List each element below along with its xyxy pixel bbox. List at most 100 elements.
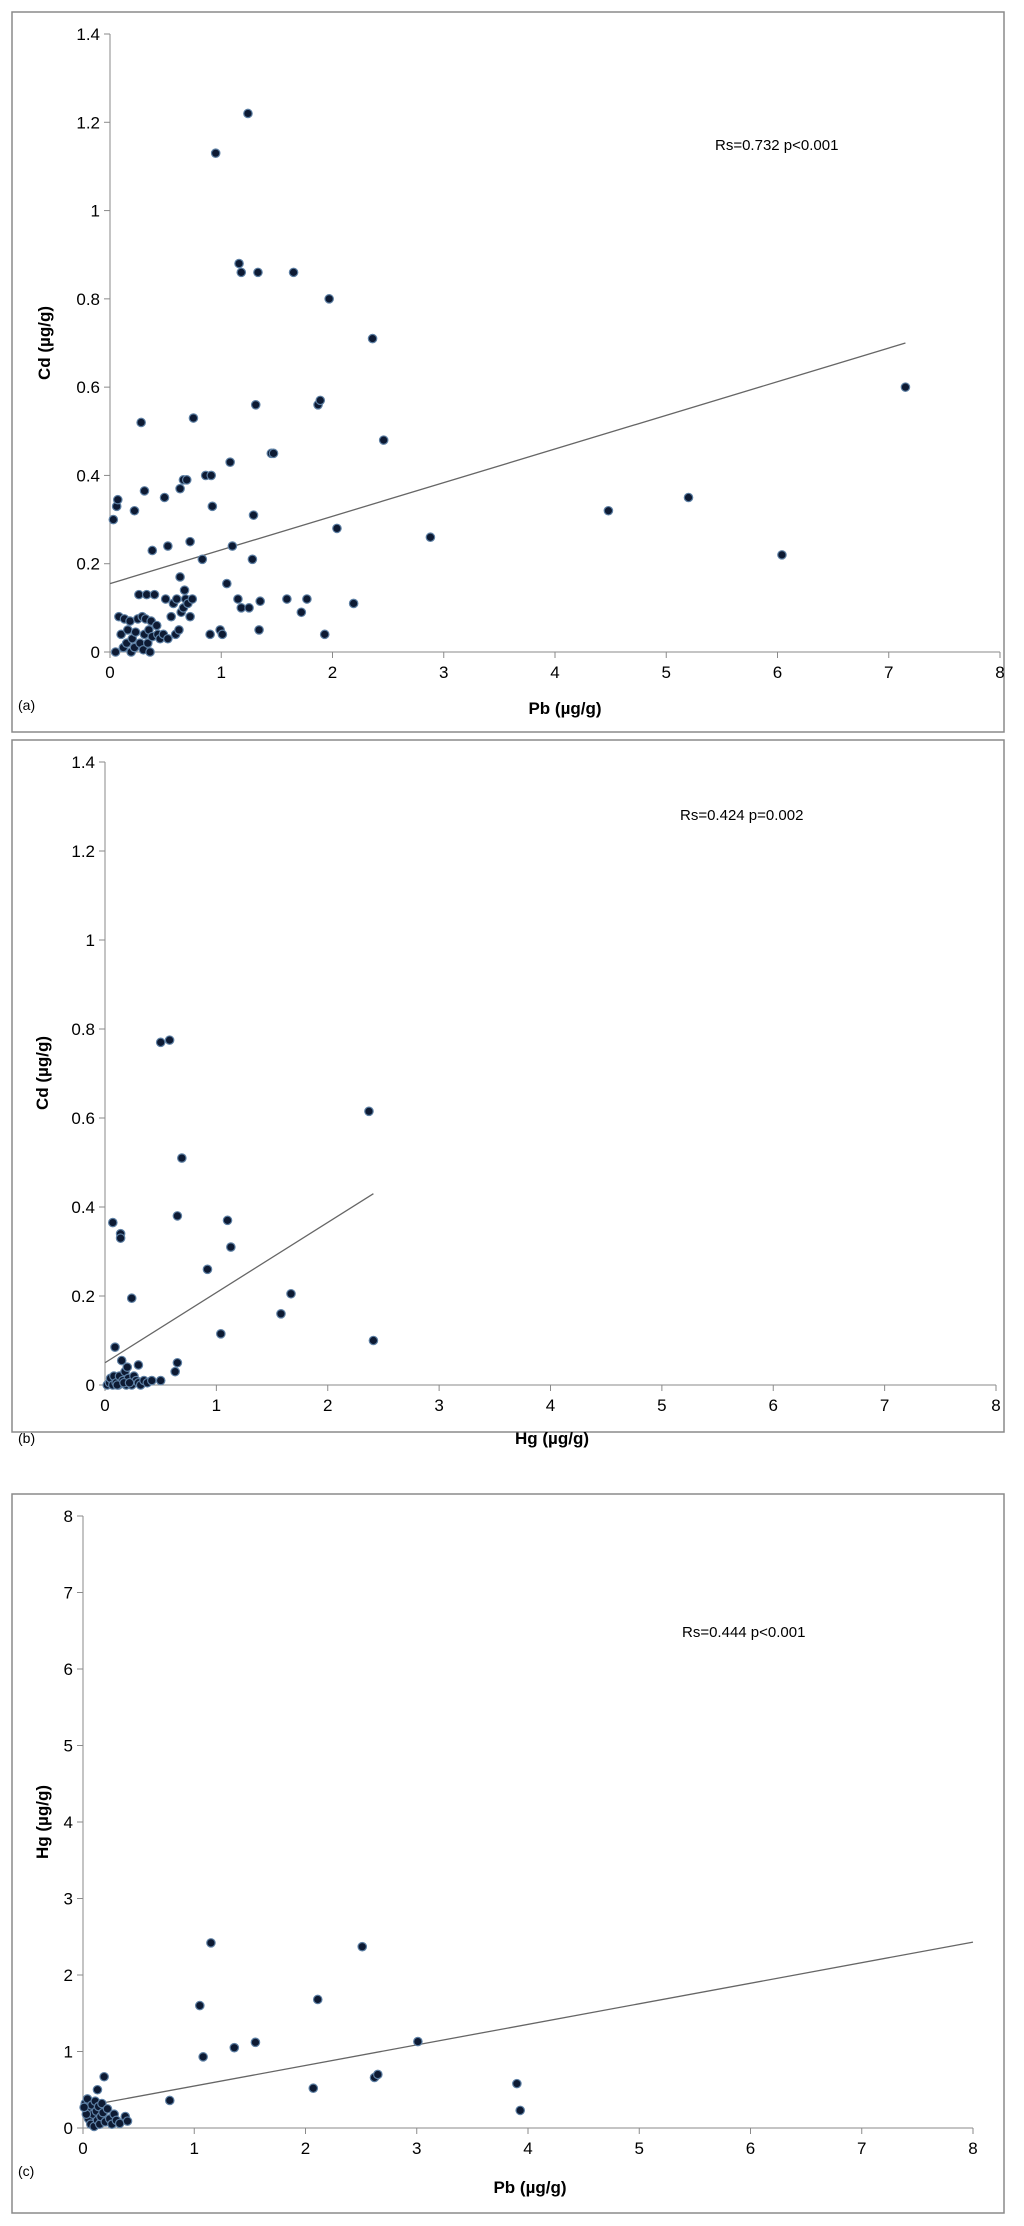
- data-point: [286, 1288, 296, 1299]
- data-point: [175, 483, 185, 494]
- data-point: [368, 1335, 379, 1346]
- x-axis-label: Hg (µg/g): [515, 1429, 589, 1448]
- y-tick-label: 6: [64, 1660, 73, 1679]
- y-tick-label: 0: [91, 643, 100, 662]
- data-point: [236, 603, 247, 613]
- data-point: [296, 607, 307, 618]
- y-tick-label: 1: [91, 202, 100, 221]
- data-point: [116, 1355, 127, 1366]
- panel-tag: (a): [18, 697, 35, 713]
- data-point: [187, 594, 198, 604]
- x-tick-label: 5: [657, 1396, 666, 1415]
- x-tick-label: 2: [328, 663, 337, 682]
- y-tick-label: 1.4: [71, 753, 95, 772]
- data-point: [166, 611, 176, 622]
- x-tick-label: 6: [746, 2139, 755, 2158]
- y-tick-label: 0: [64, 2119, 73, 2138]
- y-tick-label: 2: [64, 1966, 73, 1985]
- data-point: [139, 486, 150, 496]
- y-axis-label: Cd (µg/g): [35, 306, 54, 380]
- data-point: [185, 536, 195, 547]
- data-point: [233, 594, 243, 604]
- data-point: [236, 267, 247, 278]
- data-point: [146, 1375, 157, 1386]
- data-point: [202, 1264, 213, 1275]
- x-tick-label: 5: [662, 663, 671, 682]
- data-point: [136, 417, 146, 428]
- x-tick-label: 0: [78, 2139, 87, 2158]
- correlation-annotation: Rs=0.444 p<0.001: [682, 1624, 805, 1641]
- data-point: [302, 594, 312, 604]
- data-point: [324, 294, 334, 304]
- x-tick-label: 0: [105, 663, 114, 682]
- y-tick-label: 0: [86, 1376, 95, 1395]
- panel-border: [11, 11, 1005, 733]
- data-point: [155, 1037, 166, 1048]
- data-point: [425, 532, 436, 543]
- data-point: [253, 267, 263, 278]
- data-point: [248, 510, 259, 520]
- data-point: [197, 554, 208, 565]
- data-point: [222, 578, 232, 589]
- x-tick-label: 6: [769, 1396, 778, 1415]
- data-point: [198, 2052, 208, 2062]
- data-point: [206, 470, 217, 481]
- y-tick-label: 1.2: [76, 113, 100, 132]
- trend-line: [109, 342, 906, 585]
- data-point: [250, 2037, 261, 2048]
- data-point: [172, 1211, 183, 1221]
- data-point: [160, 594, 171, 604]
- data-point: [276, 1309, 286, 1319]
- data-point: [216, 1329, 226, 1339]
- x-tick-label: 7: [880, 1396, 889, 1415]
- data-point: [149, 589, 160, 600]
- data-point: [683, 492, 694, 503]
- data-point: [288, 267, 299, 278]
- x-tick-label: 5: [635, 2139, 644, 2158]
- x-tick-label: 8: [991, 1396, 1000, 1415]
- data-point: [99, 2071, 109, 2082]
- y-tick-label: 3: [64, 1890, 73, 1909]
- x-tick-label: 7: [884, 663, 893, 682]
- x-tick-label: 1: [212, 1396, 221, 1415]
- data-point: [115, 1233, 126, 1243]
- data-point: [175, 572, 185, 582]
- data-point: [226, 1242, 236, 1252]
- data-point: [172, 1357, 183, 1368]
- data-point: [124, 1377, 135, 1388]
- y-tick-label: 5: [64, 1737, 73, 1756]
- data-point: [122, 2116, 133, 2126]
- data-point: [125, 616, 135, 626]
- correlation-annotation: Rs=0.424 p=0.002: [680, 807, 803, 824]
- data-point: [170, 1366, 180, 1377]
- data-point: [130, 627, 141, 637]
- data-point: [110, 647, 121, 657]
- data-point: [79, 2102, 89, 2113]
- y-tick-label: 8: [64, 1507, 73, 1526]
- data-point: [110, 1342, 120, 1352]
- data-point: [188, 413, 199, 423]
- correlation-annotation: Rs=0.732 p<0.001: [715, 137, 838, 154]
- data-point: [413, 2036, 423, 2047]
- panel-border: [11, 1493, 1005, 2214]
- data-point: [312, 1994, 323, 2005]
- data-point: [515, 2105, 526, 2116]
- y-tick-label: 0.4: [76, 466, 100, 485]
- y-tick-label: 0.8: [76, 290, 100, 309]
- data-point: [133, 1360, 144, 1370]
- data-point: [254, 625, 264, 635]
- data-point: [378, 435, 389, 445]
- data-point: [244, 603, 254, 613]
- y-tick-label: 7: [64, 1584, 73, 1603]
- data-point: [181, 475, 192, 485]
- data-point: [122, 1362, 133, 1372]
- y-tick-label: 0.2: [76, 555, 100, 574]
- data-point: [141, 589, 152, 600]
- x-tick-label: 0: [100, 1396, 109, 1415]
- data-point: [163, 633, 173, 644]
- y-tick-label: 0.6: [71, 1109, 95, 1128]
- panel-tag: (c): [18, 2163, 34, 2179]
- x-tick-label: 1: [217, 663, 226, 682]
- x-tick-label: 4: [546, 1396, 555, 1415]
